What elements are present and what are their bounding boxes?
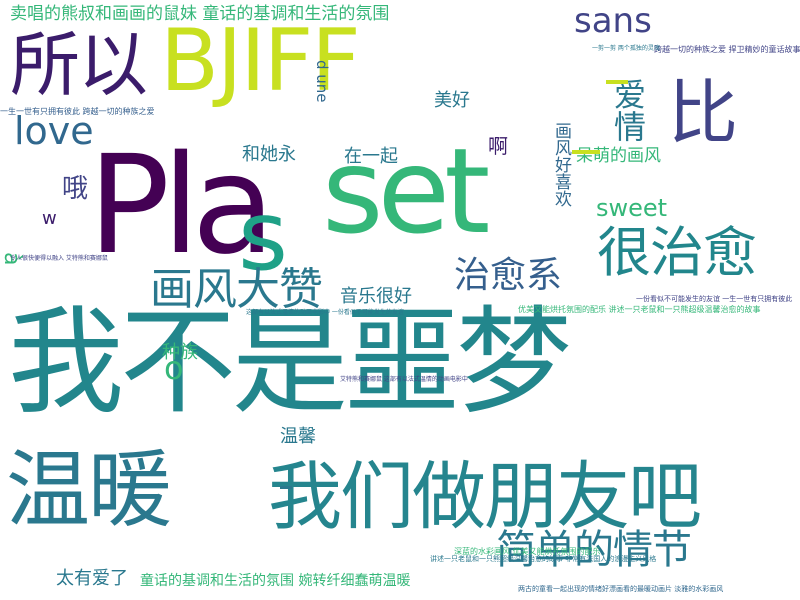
word-wo-bu-shi-e-meng: 我不是噩梦 — [8, 295, 572, 430]
word-tong-hua-bottom: 童话的基调和生活的氛围 婉转纤细蠢萌温暖 — [140, 573, 411, 589]
word-o: 哦 — [62, 174, 89, 204]
word-hen-zhi-yu: 很治愈 — [597, 221, 757, 284]
stroke-mark-1 — [572, 150, 600, 154]
word-yi-jian-yi-ge: 一剪一剪 两个孤独的灵魂 — [592, 45, 660, 52]
word-mai-chang: 卖唱的熊叔和画画的鼠妹 童话的基调和生活的氛围 — [10, 4, 390, 24]
word-love: love — [14, 109, 94, 153]
word-ling-ren-hen: 令人很快便得以融入 艾特熊和赛娜鼠 — [10, 255, 108, 262]
word-hua-feng-hao-xi-huan: 画风好喜欢 — [551, 122, 571, 207]
word-kua-yue-small: 讲述一只老鼠和一只熊超级温馨治愈的故事 非常有法国人的浪漫主义风格 — [430, 555, 657, 563]
word-he-ta-yong: 和她永 — [242, 144, 296, 165]
word-a-grave: à — [0, 252, 24, 266]
word-yin-yue-hen-hao: 音乐很好 — [340, 286, 412, 307]
word-bjiff: BJIFF — [160, 11, 361, 111]
word-wen-nuan: 温暖 — [6, 441, 172, 539]
word-zhi-yu-xi: 治愈系 — [454, 255, 563, 296]
word-pla: Pla — [88, 127, 275, 285]
word-zhong-zu: 种族 — [162, 342, 198, 363]
word-bi: 比 — [668, 72, 738, 154]
word-sweet: sweet — [596, 194, 668, 222]
stroke-mark-3 — [606, 80, 628, 84]
word-shen-lan: 深蓝的水彩画风 优美又能烘托氛围的配乐 — [454, 547, 601, 556]
word-zai-yi-qi: 在一起 — [344, 146, 398, 167]
word-s: s — [238, 180, 289, 292]
word-ai-te-xiong: 艾特熊和赛娜鼠 这部有以法式温情的动画电影中 — [340, 376, 468, 383]
word-yi-sheng-yi-shi-right: 一份看似不可能发生的友谊 一生一世有只拥有彼此 — [636, 295, 793, 303]
word-jian-dan-de-qing-jie: 简单的情节 — [496, 527, 692, 573]
word-zhe-bu-you-yi: 这部有以法式温情的动画电影中 一份看似不可能发生的友谊 — [246, 309, 404, 316]
stroke-mark-2 — [280, 486, 292, 489]
word-w: w — [42, 208, 57, 229]
word-d-une: d une — [313, 60, 331, 103]
word-o-small: o — [164, 349, 184, 387]
word-ai-qing: 爱情 — [609, 78, 647, 142]
word-women-zuo-pengyou-ba: 我们做朋友吧 — [268, 454, 702, 540]
word-tai-you-ai-le: 太有爱了 — [56, 568, 128, 589]
word-set: set — [322, 122, 490, 260]
word-hua-feng-da-zan: 画风大赞 — [150, 264, 323, 315]
word-a-1: 啊 — [488, 134, 508, 158]
word-you-mei-you: 优美又能烘托氛围的配乐 讲述一只老鼠和一只熊超级温馨治愈的故事 — [518, 305, 761, 314]
word-bottom-tiny: 两古的童看一起出现的情绪好漂画看的最暖动画片 淡雅的水彩画风 — [518, 585, 724, 593]
word-mei-hao: 美好 — [434, 90, 470, 111]
word-wen-xin: 温馨 — [280, 426, 316, 447]
word-suo-yi: 所以 — [10, 24, 148, 106]
word-yi-sheng-yi-shi-left: 一生一世有只拥有彼此 跨越一切的种族之爱 — [0, 107, 155, 116]
word-kua-yue-yi-qie: 跨越一切的种族之爱 捍卫精妙的童话故事 — [654, 45, 800, 54]
word-sans: sans — [574, 1, 652, 41]
